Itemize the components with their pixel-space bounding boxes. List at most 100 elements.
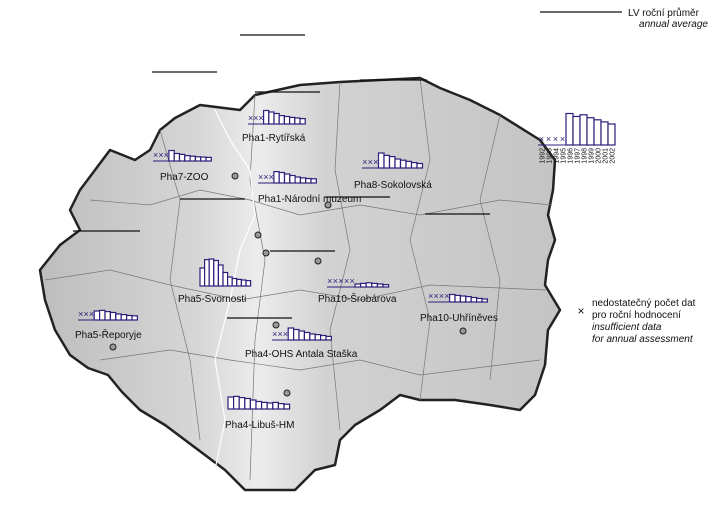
city-boundary <box>38 76 562 492</box>
bar <box>125 314 133 321</box>
no-data-mark: × <box>444 291 449 301</box>
bar <box>273 112 280 125</box>
year-label: 2001 <box>603 148 610 164</box>
no-data-symbol: × <box>577 304 584 318</box>
bar <box>565 112 574 146</box>
bar <box>244 397 252 410</box>
no-data-mark: × <box>428 291 433 301</box>
no-data-mark: × <box>433 291 438 301</box>
bar <box>600 121 609 146</box>
year-label: 1992 <box>540 148 547 164</box>
bar <box>579 114 588 146</box>
bar <box>360 282 367 288</box>
river <box>214 109 256 471</box>
station-label: Pha1-Rytířská <box>242 133 306 144</box>
bar <box>131 315 139 321</box>
bar <box>227 396 235 410</box>
bar <box>293 328 300 341</box>
bar <box>222 271 229 287</box>
bar <box>289 116 296 125</box>
bar <box>299 177 307 184</box>
bar <box>194 156 202 162</box>
bar <box>204 259 210 287</box>
bar <box>303 331 311 341</box>
bar <box>371 282 378 288</box>
bar <box>607 123 616 146</box>
bar <box>266 402 274 410</box>
year-label: 2000 <box>596 148 603 164</box>
station-label: Pha10-Uhříněves <box>420 313 498 324</box>
bar <box>236 278 243 287</box>
bar <box>217 264 224 287</box>
no-data-mark: × <box>248 113 253 123</box>
bar <box>593 119 602 146</box>
limit-lines <box>73 11 622 319</box>
bar <box>205 156 212 162</box>
bar <box>189 155 197 162</box>
bar <box>410 162 418 169</box>
no-data-mark: × <box>344 276 349 286</box>
bar <box>120 314 128 321</box>
bar <box>263 109 270 125</box>
station-label: Pha8-Sokolovská <box>354 180 432 191</box>
bar <box>208 258 215 287</box>
bar <box>465 296 472 303</box>
no-data-mark: × <box>263 172 268 182</box>
year-label: 1995 <box>561 148 568 164</box>
bar <box>459 295 467 303</box>
station-label: Pha7-ZOO <box>160 172 209 183</box>
bar <box>388 156 396 169</box>
legend-line-label-en: annual average <box>639 19 708 30</box>
no-data-mark: × <box>327 276 332 286</box>
station-label: Pha5-Řeporyje <box>75 328 142 341</box>
bar <box>173 152 181 162</box>
bar <box>320 334 327 341</box>
no-data-mark: × <box>89 309 94 319</box>
no-data-mark: × <box>277 329 282 339</box>
station-label: Pha4-Libuš-HM <box>225 420 294 431</box>
no-data-mark: × <box>560 134 565 144</box>
no-data-label: nedostatečný počet dat <box>592 298 696 309</box>
no-data-mark: × <box>439 291 444 301</box>
station-label: Pha5-Svornosti <box>178 294 246 305</box>
bar <box>278 114 286 125</box>
no-data-label-en: insufficient data <box>592 322 662 333</box>
district-borders <box>44 77 553 481</box>
bar <box>249 399 257 410</box>
year-label: 1994 <box>554 148 561 164</box>
bar <box>231 277 238 287</box>
bar <box>310 178 317 184</box>
station-dots <box>109 172 467 397</box>
no-data-mark: × <box>546 134 551 144</box>
bar <box>405 160 413 169</box>
bar <box>93 310 101 321</box>
bar <box>294 117 301 125</box>
bar <box>287 327 295 341</box>
no-data-mark: × <box>253 113 258 123</box>
bar <box>289 174 296 184</box>
bar <box>245 280 252 287</box>
legend-line-label: LV roční průměr <box>628 7 700 19</box>
no-data-mark: × <box>258 172 263 182</box>
bar <box>168 149 175 162</box>
no-data-mark: × <box>553 134 558 144</box>
station-label: Pha10-Šrobárova <box>318 292 397 305</box>
no-data-mark: × <box>350 276 355 286</box>
bar <box>572 115 581 146</box>
year-label: 1993 <box>547 148 554 164</box>
bar <box>416 162 424 169</box>
no-data-mark: × <box>373 157 378 167</box>
year-label: 1997 <box>575 148 582 164</box>
bar <box>298 330 306 341</box>
bar <box>109 311 117 321</box>
bar <box>261 401 268 410</box>
bar <box>115 313 122 321</box>
bar <box>325 335 333 341</box>
bar <box>255 400 263 410</box>
bar <box>470 296 478 303</box>
no-data-label: pro roční hodnocení <box>592 310 681 321</box>
year-label: 2002 <box>610 148 617 164</box>
station-label: Pha4-OHS Antala Staška <box>245 349 358 360</box>
bar <box>178 153 186 162</box>
no-data-mark: × <box>78 309 83 319</box>
